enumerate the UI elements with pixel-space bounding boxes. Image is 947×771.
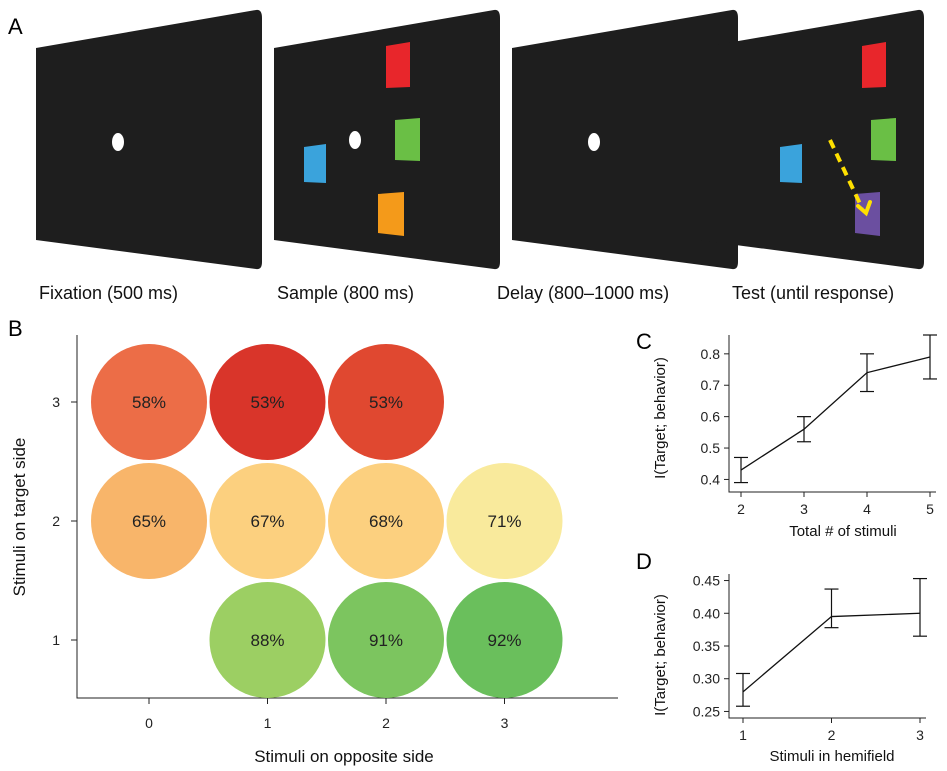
x-tick-label: 1 bbox=[739, 727, 747, 743]
bubble bbox=[328, 582, 444, 698]
x-tick-label: 4 bbox=[863, 501, 871, 517]
x-tick-label: 2 bbox=[737, 501, 745, 517]
saccade-arrow bbox=[828, 139, 864, 209]
y-tick-label: 0.35 bbox=[693, 638, 720, 654]
x-tick-label: 3 bbox=[916, 727, 924, 743]
screen-delay bbox=[512, 9, 738, 270]
bubble bbox=[91, 344, 207, 460]
task-screens bbox=[36, 9, 924, 270]
y-tick-label: 3 bbox=[52, 394, 60, 410]
caption-delay: Delay (800–1000 ms) bbox=[497, 283, 669, 303]
panel-b-label: B bbox=[8, 316, 23, 341]
screen-delay-background bbox=[512, 9, 738, 270]
saccade-arrowhead bbox=[856, 200, 872, 217]
y-tick-label: 0.5 bbox=[701, 440, 721, 456]
screen-test bbox=[698, 9, 924, 270]
bubble bbox=[446, 463, 563, 579]
caption-test: Test (until response) bbox=[732, 283, 894, 303]
bubble-label: 65% bbox=[132, 512, 166, 531]
chart-c-xlabel: Total # of stimuli bbox=[789, 523, 897, 540]
y-tick-label: 0.8 bbox=[701, 346, 721, 362]
screen-fixation-background bbox=[36, 9, 262, 270]
stimulus-red bbox=[862, 42, 886, 88]
panel-a-label: A bbox=[8, 14, 23, 39]
stimulus-green bbox=[395, 118, 420, 161]
bubble bbox=[328, 344, 444, 460]
y-tick-label: 0.45 bbox=[693, 573, 720, 589]
y-tick-label: 0.40 bbox=[693, 605, 720, 621]
y-tick-label: 0.6 bbox=[701, 409, 721, 425]
bubble-label: 58% bbox=[132, 393, 166, 412]
bubble bbox=[91, 463, 207, 579]
y-tick-label: 2 bbox=[52, 513, 60, 529]
bubble bbox=[209, 344, 326, 460]
bubble-label: 91% bbox=[369, 631, 403, 650]
chart-b-xlabel: Stimuli on opposite side bbox=[254, 747, 434, 766]
bubble-label: 53% bbox=[369, 393, 403, 412]
y-tick-label: 1 bbox=[52, 632, 60, 648]
stimulus-red bbox=[386, 42, 410, 88]
x-tick-label: 3 bbox=[501, 715, 509, 731]
screen-sample-background bbox=[274, 9, 500, 270]
stimulus-blue bbox=[304, 144, 326, 183]
chart-b-bubbles: 58% 53% 53% 65% 67% 68% 71% 88% 91% 92% bbox=[91, 344, 563, 698]
bubble bbox=[446, 582, 563, 698]
x-tick-label: 5 bbox=[926, 501, 934, 517]
chart-d-line: 0.25 0.30 0.35 0.40 0.45 1 2 3 Stimuli in hemif… bbox=[652, 573, 927, 765]
bubble bbox=[209, 582, 326, 698]
bubble bbox=[328, 463, 444, 579]
chart-c-line: 0.4 0.5 0.6 0.7 0.8 2 3 4 5 Total # of stimuli I… bbox=[652, 334, 937, 540]
y-tick-label: 0.30 bbox=[693, 671, 720, 687]
y-tick-label: 0.7 bbox=[701, 377, 721, 393]
bubble-label: 71% bbox=[487, 512, 521, 531]
bubble bbox=[209, 463, 326, 579]
stimulus-blue bbox=[780, 144, 802, 183]
chart-b-axes bbox=[76, 335, 618, 699]
screen-fixation bbox=[36, 9, 262, 270]
panel-c-label: C bbox=[636, 329, 652, 354]
chart-c-plot: 0.4 0.5 0.6 0.7 0.8 2 3 4 5 bbox=[701, 334, 937, 517]
chart-d-xlabel: Stimuli in hemifield bbox=[769, 748, 894, 765]
chart-d-plot: 0.25 0.30 0.35 0.40 0.45 1 2 3 bbox=[693, 573, 927, 743]
y-tick-label: 0.4 bbox=[701, 471, 721, 487]
x-tick-label: 3 bbox=[800, 501, 808, 517]
chart-d-ylabel: I(Target; behavior) bbox=[652, 594, 669, 716]
bubble-label: 88% bbox=[250, 631, 284, 650]
chart-b-bubble: 0 1 2 3 1 2 3 58% 53% 53% 65% 67% 68% 71% 88% 91% 92% S… bbox=[10, 335, 618, 766]
x-tick-label: 1 bbox=[264, 715, 272, 731]
series-line bbox=[740, 356, 931, 471]
x-tick-label: 2 bbox=[828, 727, 836, 743]
y-tick-label: 0.25 bbox=[693, 703, 720, 719]
bubble-label: 53% bbox=[250, 393, 284, 412]
fixation-point bbox=[588, 133, 600, 151]
axes bbox=[728, 574, 926, 719]
stimulus-green bbox=[871, 118, 896, 161]
x-tick-label: 2 bbox=[382, 715, 390, 731]
chart-b-ticks: 0 1 2 3 1 2 3 bbox=[52, 394, 508, 731]
chart-b-ylabel: Stimuli on target side bbox=[10, 438, 29, 597]
panel-d-label: D bbox=[636, 549, 652, 574]
stimulus-orange bbox=[378, 192, 404, 236]
caption-sample: Sample (800 ms) bbox=[277, 283, 414, 303]
caption-fixation: Fixation (500 ms) bbox=[39, 283, 178, 303]
fixation-point bbox=[112, 133, 124, 151]
bubble-label: 68% bbox=[369, 512, 403, 531]
fixation-point bbox=[349, 131, 361, 149]
screen-sample bbox=[274, 9, 500, 270]
chart-c-ylabel: I(Target; behavior) bbox=[652, 357, 669, 479]
axes bbox=[728, 335, 936, 493]
bubble-label: 67% bbox=[250, 512, 284, 531]
x-tick-label: 0 bbox=[145, 715, 153, 731]
bubble-label: 92% bbox=[487, 631, 521, 650]
